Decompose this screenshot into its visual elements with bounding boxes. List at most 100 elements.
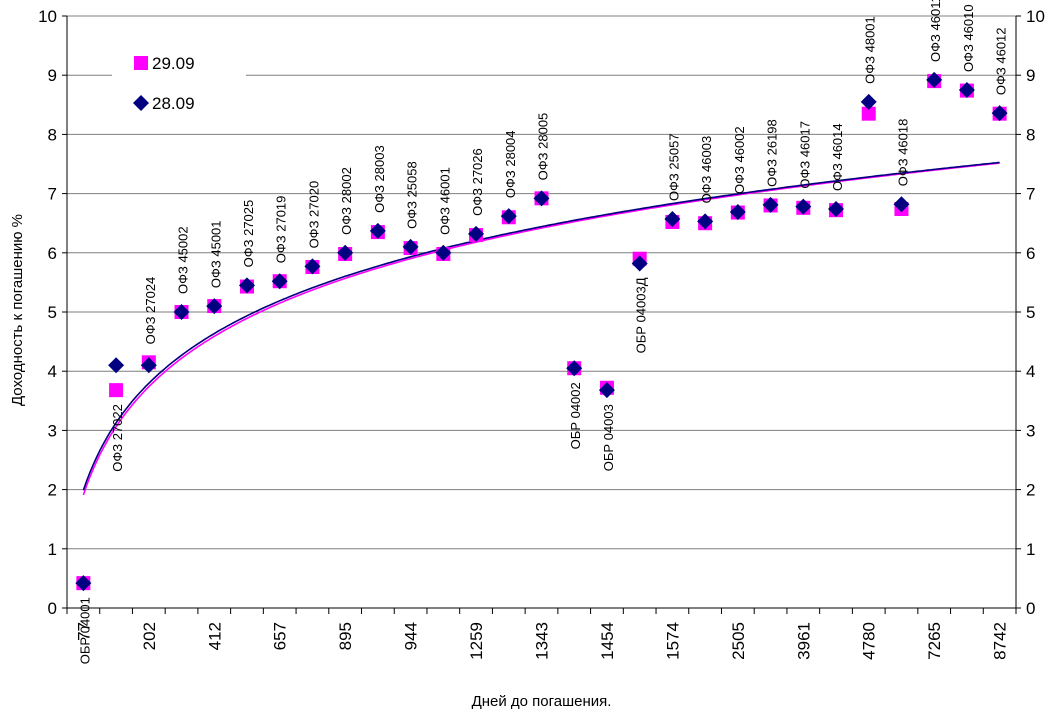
bond-label: ОФЗ 26198 <box>765 119 780 187</box>
y-tick-label: 6 <box>48 244 57 263</box>
bond-label: ОФЗ 46003 <box>699 136 714 204</box>
point-28-09 <box>468 225 485 242</box>
bond-label: ОБР 04003Д <box>634 277 649 353</box>
x-axis-title: Дней до погашения. <box>472 693 612 710</box>
y2-tick-label: 8 <box>1026 125 1035 144</box>
legend-swatch-29-09 <box>134 56 148 70</box>
bond-label: ОФЗ 46010 <box>961 4 976 72</box>
legend: 29.09 28.09 <box>112 42 246 126</box>
legend-label: 29.09 <box>152 54 195 73</box>
bond-label: ОФЗ 25058 <box>405 161 420 229</box>
trendline-28-09 <box>82 161 1000 491</box>
point-28-09 <box>991 105 1008 122</box>
bond-label: ОФЗ 27026 <box>470 148 485 216</box>
bond-label: ОФЗ 46011 <box>928 0 943 62</box>
y-tick-label: 1 <box>48 540 57 559</box>
bond-label: ОФЗ 46012 <box>994 27 1009 95</box>
x-tick-label: 1454 <box>598 622 617 660</box>
bond-label: ОФЗ 28004 <box>503 130 518 198</box>
point-28-09 <box>238 277 255 294</box>
point-28-09 <box>664 211 681 228</box>
point-28-09 <box>566 360 583 377</box>
x-tick-label: 77 <box>74 622 93 641</box>
x-tick-label: 944 <box>402 622 421 650</box>
y2-tick-label: 4 <box>1026 362 1035 381</box>
point-29-09 <box>861 106 876 121</box>
y2-tick-label: 10 <box>1026 7 1045 26</box>
bond-label: ОФЗ 48001 <box>863 16 878 84</box>
bond-label: ОБР 04001 <box>77 597 92 664</box>
bond-label: ОФЗ 27024 <box>143 277 158 345</box>
point-28-09 <box>729 203 746 220</box>
point-28-09 <box>140 357 157 374</box>
point-28-09 <box>795 198 812 215</box>
point-28-09 <box>435 244 452 261</box>
y-axis-title: Доходность к погашению % <box>9 214 26 406</box>
y2-tick-label: 7 <box>1026 185 1035 204</box>
point-28-09 <box>337 244 354 261</box>
y-tick-label: 3 <box>48 421 57 440</box>
x-tick-label: 895 <box>336 622 355 650</box>
legend-label: 28.09 <box>152 94 195 113</box>
point-29-09 <box>109 383 124 398</box>
point-28-09 <box>598 382 615 399</box>
point-28-09 <box>631 255 648 272</box>
point-28-09 <box>75 575 92 592</box>
bond-label: ОФЗ 46001 <box>437 167 452 235</box>
point-28-09 <box>206 298 223 315</box>
bond-label: ОФЗ 45001 <box>208 220 223 288</box>
point-28-09 <box>271 273 288 290</box>
y-tick-label: 4 <box>48 362 57 381</box>
x-tick-label: 8742 <box>991 622 1010 660</box>
y2-tick-label: 3 <box>1026 421 1035 440</box>
bond-label: ОБР 04002 <box>568 382 583 449</box>
point-28-09 <box>533 190 550 207</box>
x-tick-label: 1574 <box>663 622 682 660</box>
bond-label: ОФЗ 28003 <box>372 145 387 213</box>
bond-label: ОФЗ 28005 <box>536 113 551 181</box>
y-tick-label: 10 <box>38 7 57 26</box>
bond-label: ОФЗ 46018 <box>895 119 910 187</box>
point-28-09 <box>304 258 321 275</box>
bond-label: ОФЗ 28002 <box>339 167 354 235</box>
point-28-09 <box>108 357 125 374</box>
bond-label: ОФЗ 45002 <box>176 226 191 294</box>
bond-label: ОФЗ 46017 <box>797 121 812 189</box>
y-tick-label: 7 <box>48 185 57 204</box>
x-tick-label: 3961 <box>794 622 813 660</box>
y-tick-label: 9 <box>48 66 57 85</box>
point-28-09 <box>697 213 714 230</box>
y2-tick-label: 1 <box>1026 540 1035 559</box>
y2-tick-label: 0 <box>1026 599 1035 618</box>
x-tick-label: 1259 <box>467 622 486 660</box>
x-tick-label: 412 <box>205 622 224 650</box>
point-28-09 <box>500 208 517 225</box>
point-28-09 <box>893 196 910 213</box>
x-tick-label: 2505 <box>729 622 748 660</box>
point-28-09 <box>926 71 943 88</box>
trendlines <box>82 161 1000 496</box>
bond-label: ОФЗ 27019 <box>274 196 289 264</box>
point-28-09 <box>173 304 190 320</box>
y-tick-label: 2 <box>48 481 57 500</box>
point-28-09 <box>762 196 779 213</box>
bond-label: ОФЗ 27025 <box>241 200 256 268</box>
grid-layer <box>67 74 1016 550</box>
point-28-09 <box>402 238 419 255</box>
x-tick-label: 202 <box>140 622 159 650</box>
x-tick-label: 657 <box>271 622 290 650</box>
y-tick-label: 5 <box>48 303 57 322</box>
x-tick-label: 4780 <box>860 622 879 660</box>
data-points <box>75 71 1008 592</box>
bond-label: ОФЗ 27022 <box>110 404 125 472</box>
x-tick-label: 7265 <box>925 622 944 660</box>
y2-tick-label: 9 <box>1026 66 1035 85</box>
y-tick-label: 8 <box>48 125 57 144</box>
bond-label: ОФЗ 25057 <box>666 133 681 201</box>
y2-tick-label: 5 <box>1026 303 1035 322</box>
bond-label: ОБР 04003 <box>601 404 616 471</box>
point-28-09 <box>828 200 845 217</box>
y2-tick-label: 6 <box>1026 244 1035 263</box>
